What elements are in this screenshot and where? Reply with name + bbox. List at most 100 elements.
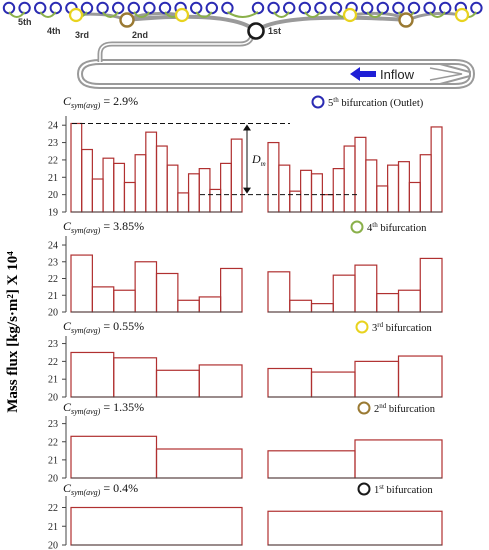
- bar: [198, 168, 211, 213]
- bar: [300, 169, 313, 213]
- bar: [430, 126, 443, 213]
- gen2-circle: [398, 12, 414, 28]
- bar: [376, 292, 400, 313]
- gen4-arc: [195, 11, 213, 18]
- inflow-arrow-icon: [350, 67, 376, 81]
- y-tick-label: 23: [48, 138, 58, 149]
- bar: [187, 173, 200, 213]
- y-tick-label: 20: [48, 541, 58, 550]
- bar: [397, 161, 410, 213]
- outlet-circle: [423, 1, 436, 15]
- y-tick-label: 23: [48, 339, 58, 350]
- gen4-arc: [366, 11, 384, 18]
- outlet-circle: [34, 1, 47, 15]
- bar: [177, 299, 200, 313]
- bifurcation-label: 1st bifurcation: [374, 483, 433, 496]
- bar: [70, 506, 243, 546]
- gen4-arc: [272, 11, 290, 18]
- bar: [343, 145, 356, 213]
- bar: [113, 357, 158, 398]
- outlet-circle: [190, 1, 203, 15]
- gen4-arc: [8, 11, 26, 18]
- bar: [267, 367, 313, 398]
- bar: [91, 178, 104, 213]
- outlet-circle: [112, 1, 125, 15]
- outlet-circle: [314, 1, 327, 15]
- gen3-circle: [454, 7, 470, 23]
- inlet-horn: [418, 63, 471, 85]
- bar: [332, 168, 345, 213]
- y-tick-label: 23: [48, 419, 58, 430]
- gen1-circle: [247, 22, 265, 40]
- bar: [289, 299, 313, 313]
- bar: [70, 254, 93, 313]
- outlet-circle: [470, 1, 483, 15]
- outlet-circle: [221, 1, 234, 15]
- outlet-circle: [267, 1, 280, 15]
- generation-label: 5th: [18, 17, 32, 27]
- y-tick-label: 24: [48, 121, 58, 132]
- dm-label: Dm: [251, 152, 266, 168]
- outlet-circle: [80, 1, 94, 15]
- bar: [198, 364, 243, 398]
- bar: [419, 257, 443, 313]
- y-tick-label: 21: [48, 375, 58, 386]
- y-tick-label: 21: [48, 291, 58, 302]
- chart-gen5: 19 20 21 22 23 24 Csym(avg) = 2.9% 5th bifurcat…: [48, 94, 443, 219]
- gen4-arc: [226, 11, 259, 18]
- bifurcation-label: 3rd bifurcation: [372, 321, 433, 334]
- gen4-arc: [428, 11, 446, 18]
- bar: [113, 289, 136, 313]
- inflow-label: Inflow: [380, 67, 415, 82]
- bar: [145, 131, 158, 213]
- bar: [267, 510, 443, 546]
- dm-arrow-up-icon: [243, 124, 251, 131]
- generation-label: 3rd: [75, 30, 89, 40]
- y-tick-label: 20: [48, 393, 58, 404]
- chart-gen4: 20 21 22 23 24 Csym(avg) = 3.85% 4th bifurcati…: [48, 219, 443, 319]
- bar: [155, 448, 243, 479]
- gen3-circle: [68, 7, 84, 23]
- y-tick-label: 19: [48, 208, 58, 219]
- outlet-circle: [439, 1, 452, 15]
- generation-label: 4th: [47, 26, 61, 36]
- gen2-circle: [119, 12, 135, 28]
- trachea-pipe-inner: [99, 35, 253, 62]
- bar: [310, 173, 323, 213]
- bar: [91, 286, 115, 313]
- csym-label: Csym(avg) = 3.85%: [63, 219, 144, 235]
- csym-label: Csym(avg) = 0.55%: [63, 319, 144, 335]
- gen4-arc: [39, 11, 57, 18]
- inlet-horn-inner: [429, 67, 463, 81]
- bar: [155, 272, 179, 313]
- bar: [70, 122, 83, 213]
- chart-gen2: 20 21 22 23 Csym(avg) = 1.35% 2nd bifurcation: [48, 400, 443, 485]
- y-tick-label: 24: [48, 241, 58, 252]
- outlet-circle: [407, 1, 421, 15]
- inflow-pipe-inner: [78, 61, 474, 87]
- y-tick-label: 21: [48, 455, 58, 466]
- gen4-arc: [133, 11, 151, 18]
- bar: [220, 162, 232, 213]
- y-tick-label: 21: [48, 522, 58, 533]
- bar: [134, 154, 147, 213]
- outlet-circle: [143, 1, 156, 15]
- bar: [177, 192, 190, 213]
- y-tick-label: 22: [48, 437, 58, 448]
- bar: [155, 145, 168, 213]
- outlet-circle: [127, 1, 141, 15]
- bar: [310, 371, 356, 398]
- bar: [267, 141, 280, 213]
- chart-gen1: 20 21 22 Csym(avg) = 0.4% 1st bifurcation: [48, 481, 443, 550]
- outlet-circle: [205, 1, 219, 15]
- bar: [113, 162, 126, 213]
- y-tick-label: 21: [48, 173, 58, 184]
- trachea-pipe: [97, 35, 255, 62]
- bar: [102, 157, 115, 213]
- airway-schematic: 5th 4th 3rd 2nd 1st Inflow: [2, 1, 483, 89]
- bifurcation-marker-icon: [357, 401, 371, 415]
- bar: [198, 296, 222, 313]
- outlet-circle: [2, 1, 16, 15]
- bar: [376, 185, 389, 213]
